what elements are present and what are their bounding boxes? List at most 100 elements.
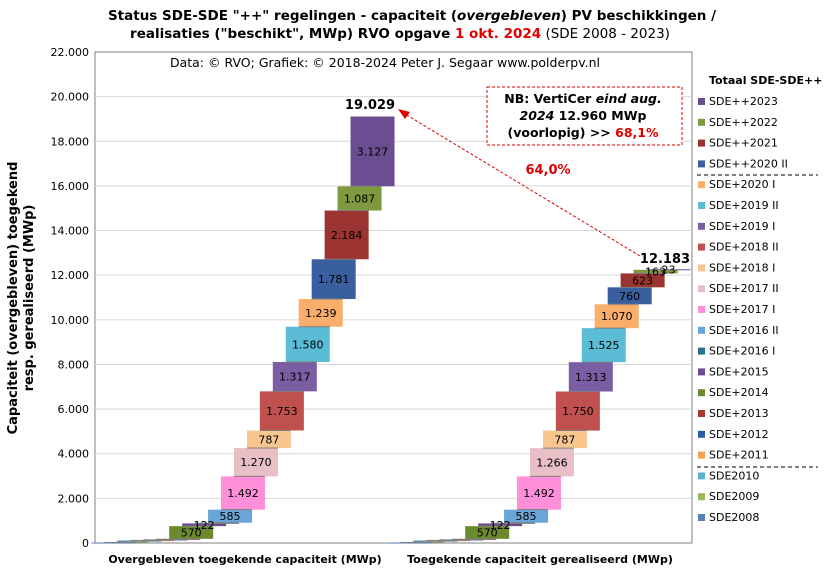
data-label: 2.184 bbox=[331, 229, 363, 242]
data-label: 1.580 bbox=[292, 338, 324, 351]
y-axis-label-line1: Capaciteit (overgebleven) toegekend bbox=[6, 162, 21, 435]
bar-sde-2015-2 bbox=[478, 523, 523, 527]
legend-label: SDE+2016 I bbox=[709, 345, 775, 358]
bar-sde-2018-ii-1 bbox=[259, 391, 304, 431]
legend-label: SDE2010 bbox=[709, 469, 759, 482]
note-line1: NB: VertiCer eind aug. bbox=[504, 91, 661, 106]
y-tick-label: 14.000 bbox=[51, 225, 90, 238]
bar-sde-2019-i-2 bbox=[568, 362, 613, 392]
y-tick-label: 22.000 bbox=[51, 46, 90, 59]
note-box-frame bbox=[486, 86, 683, 146]
legend-label: SDE+2018 II bbox=[709, 241, 779, 254]
data-label: 585 bbox=[516, 510, 537, 523]
legend-label: SDE+2012 bbox=[709, 428, 769, 441]
data-label: 570 bbox=[181, 526, 202, 539]
legend-label: SDE+2015 bbox=[709, 365, 769, 378]
category-label-1: Overgebleven toegekende capaciteit (MWp) bbox=[108, 553, 381, 566]
note-line2: 2024 12.960 MWp bbox=[520, 108, 647, 123]
data-label: 760 bbox=[619, 290, 640, 303]
legend-swatch bbox=[698, 326, 705, 334]
legend-label: SDE2008 bbox=[709, 511, 759, 524]
y-tick-label: 18.000 bbox=[51, 135, 90, 148]
category-label-2: Toegekende capaciteit gerealiseerd (MWp) bbox=[407, 553, 673, 566]
data-label: 1.266 bbox=[536, 456, 568, 469]
bar-sde-2022-2 bbox=[633, 269, 678, 274]
bar-sde-2019-ii-2 bbox=[581, 328, 626, 363]
bar-sde-2018-i-1 bbox=[246, 430, 291, 449]
data-label: 570 bbox=[477, 526, 498, 539]
y-axis-label-line2: resp. gerealiseerd (MWp) bbox=[22, 205, 37, 392]
data-label: 787 bbox=[258, 433, 279, 446]
legend-label: SDE+2019 II bbox=[709, 199, 779, 212]
data-label: 122 bbox=[490, 519, 511, 532]
data-label: 787 bbox=[554, 433, 575, 446]
bar-sde-2016-ii-2 bbox=[504, 509, 549, 523]
legend-label: SDE+2018 I bbox=[709, 261, 775, 274]
legend-swatch bbox=[698, 285, 705, 293]
data-label: 1.313 bbox=[575, 371, 607, 384]
legend-swatch bbox=[698, 493, 705, 501]
legend-swatch bbox=[698, 389, 705, 397]
bar-sde-2020-i-1 bbox=[298, 299, 343, 327]
legend-label: SDE++2023 bbox=[709, 95, 778, 108]
legend-label: SDE+2019 I bbox=[709, 220, 775, 233]
legend-label: SDE++2022 bbox=[709, 116, 778, 129]
legend-label: SDE++2020 II bbox=[709, 157, 788, 170]
bar-sde-2014-2 bbox=[465, 526, 510, 539]
arrow-head bbox=[398, 109, 410, 119]
data-label: 1.750 bbox=[562, 405, 594, 418]
bar-sde-2017-ii-2 bbox=[529, 448, 574, 477]
data-label: 1.070 bbox=[601, 310, 633, 323]
note-box: NB: VertiCer eind aug. 2024 12.960 MWp (… bbox=[486, 86, 683, 146]
bar-sde-2020-ii-2 bbox=[607, 287, 652, 305]
arrow-line bbox=[404, 113, 641, 257]
data-label: 1.317 bbox=[279, 371, 311, 384]
legend-swatch bbox=[698, 410, 705, 417]
legend-swatch bbox=[698, 222, 705, 230]
data-label: 1.492 bbox=[523, 487, 555, 500]
legend-label: SDE+2017 I bbox=[709, 303, 775, 316]
bar-sde-2014-1 bbox=[169, 526, 214, 539]
y-tick-label: 0 bbox=[82, 537, 89, 550]
legend-label: SDE2009 bbox=[709, 490, 759, 503]
y-tick-label: 8.000 bbox=[58, 358, 90, 371]
data-labels: 5701225851.4921.2707871.7531.3171.5801.2… bbox=[181, 145, 676, 539]
y-tick-label: 6.000 bbox=[58, 403, 90, 416]
data-label: 1.239 bbox=[305, 307, 337, 320]
bar-sde-2020-ii-1 bbox=[311, 259, 356, 300]
bar-sde-2015-1 bbox=[182, 523, 227, 527]
legend-label: SDE+2016 II bbox=[709, 324, 779, 337]
legend-swatch bbox=[698, 264, 705, 272]
legend-label: SDE+2011 bbox=[709, 449, 769, 462]
bar-sde-2017-i-1 bbox=[221, 476, 265, 510]
legend: Totaal SDE-SDE++ SDE++2023SDE++2022SDE++… bbox=[697, 74, 822, 524]
legend-label: SDE+2014 bbox=[709, 386, 769, 399]
chart-title-line2: realisaties ("beschikt", MWp) RVO opgave… bbox=[130, 26, 670, 42]
legend-swatch bbox=[698, 202, 705, 209]
bar-sde-2023-1 bbox=[350, 116, 395, 187]
x-axis-category-labels: Overgebleven toegekende capaciteit (MWp)… bbox=[108, 553, 673, 566]
data-label: 585 bbox=[220, 510, 241, 523]
data-label: 23 bbox=[662, 264, 676, 277]
legend-swatch bbox=[698, 451, 705, 459]
legend-swatch bbox=[698, 139, 705, 147]
credit-text: Data: © RVO; Grafiek: © 2018-2024 Peter … bbox=[170, 55, 600, 70]
y-tick-label: 16.000 bbox=[51, 180, 90, 193]
legend-swatch bbox=[698, 347, 705, 355]
legend-swatch bbox=[698, 181, 705, 189]
bar-sde-2016-ii-1 bbox=[208, 509, 253, 523]
connector-lines bbox=[104, 185, 678, 544]
legend-swatch bbox=[698, 430, 705, 438]
bar-sde-2018-ii-2 bbox=[555, 391, 600, 431]
bar-sde-2022-1 bbox=[337, 186, 382, 211]
legend-swatch bbox=[698, 98, 705, 105]
data-label: 1.492 bbox=[227, 487, 259, 500]
total-labels: 19.029 12.183 bbox=[345, 98, 690, 267]
bar-sde-2019-i-1 bbox=[272, 361, 317, 392]
bar-sde-2017-ii-1 bbox=[233, 448, 278, 477]
legend-swatch bbox=[698, 160, 705, 168]
legend-swatch bbox=[698, 514, 705, 521]
data-label: 122 bbox=[194, 519, 215, 532]
legend-label: SDE++2021 bbox=[709, 137, 778, 150]
